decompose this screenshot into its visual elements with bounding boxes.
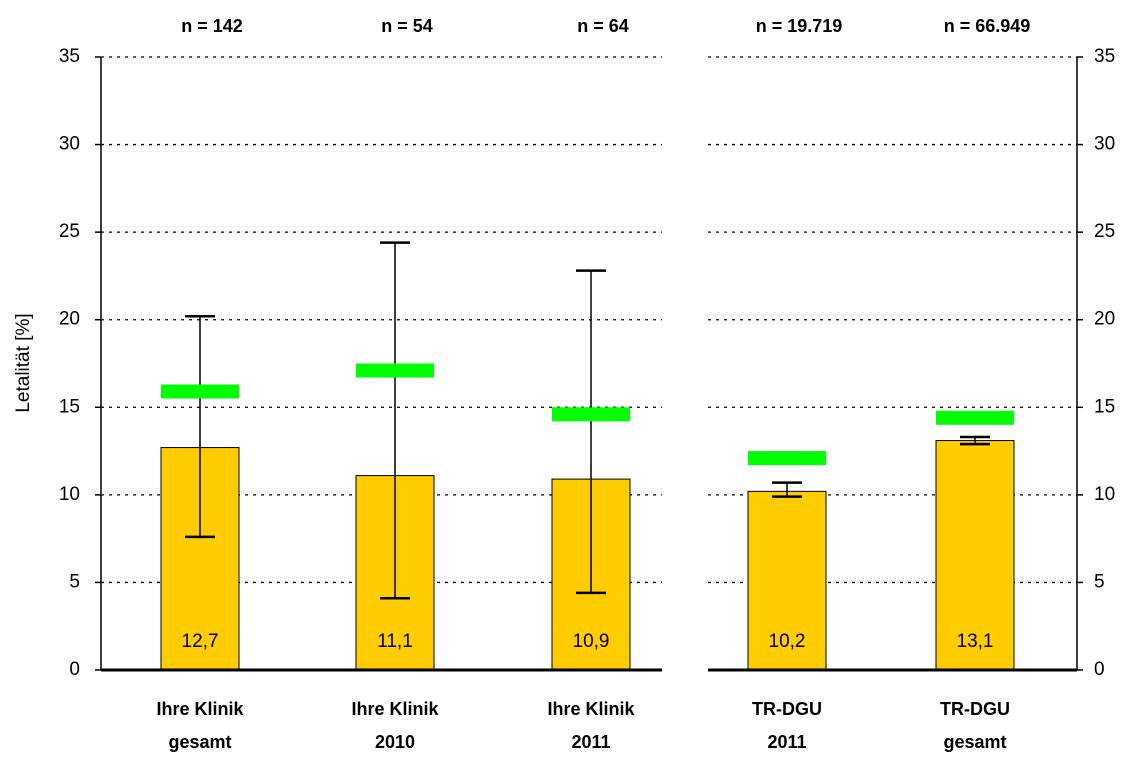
value-label: 11,1 <box>377 631 413 652</box>
value-label: 10,9 <box>573 631 610 652</box>
y-tick-label: 30 <box>59 134 80 155</box>
sample-size: n = 66.949 <box>944 16 1031 36</box>
sample-size: n = 19.719 <box>756 16 843 36</box>
y2-tick-label: 15 <box>1094 396 1115 417</box>
expected-marker <box>161 384 239 399</box>
y2-tick-label: 35 <box>1094 46 1115 67</box>
x-tick-label: Ihre Klinik <box>351 699 439 719</box>
y2-tick-label: 0 <box>1094 659 1105 680</box>
x-tick-label: 2010 <box>375 732 415 752</box>
expected-marker <box>552 407 630 422</box>
x-tick-label: 2011 <box>767 732 806 752</box>
y-tick-label: 35 <box>59 46 80 67</box>
x-tick-label: Ihre Klinik <box>156 699 244 719</box>
sample-size: n = 54 <box>381 16 433 36</box>
y-tick-label: 20 <box>59 309 80 330</box>
y2-tick-label: 5 <box>1094 571 1105 592</box>
y2-tick-label: 25 <box>1094 221 1115 242</box>
x-tick-label: gesamt <box>168 732 231 752</box>
y-tick-label: 0 <box>69 659 80 680</box>
expected-marker <box>748 451 826 466</box>
value-label: 10,2 <box>769 631 806 652</box>
x-tick-label: gesamt <box>943 732 1006 752</box>
sample-size: n = 142 <box>181 16 243 36</box>
x-tick-label: TR-DGU <box>940 699 1010 719</box>
y-tick-label: 10 <box>59 484 80 505</box>
x-tick-label: 2011 <box>571 732 610 752</box>
sample-size: n = 64 <box>577 16 629 36</box>
bar <box>747 490 827 671</box>
y-tick-label: 25 <box>59 221 80 242</box>
value-label: 13,1 <box>957 631 994 652</box>
x-tick-label: TR-DGU <box>752 699 822 719</box>
bar <box>935 440 1015 671</box>
value-label: 12,7 <box>182 631 219 652</box>
expected-marker <box>356 363 434 378</box>
y-tick-label: 5 <box>69 571 80 592</box>
y2-tick-label: 20 <box>1094 309 1115 330</box>
y-tick-label: 15 <box>59 396 80 417</box>
y-axis-label: Letalität [%] <box>13 313 34 412</box>
y2-tick-label: 10 <box>1094 484 1115 505</box>
y2-tick-label: 30 <box>1094 134 1115 155</box>
expected-marker <box>936 410 1014 425</box>
x-tick-label: Ihre Klinik <box>547 699 635 719</box>
